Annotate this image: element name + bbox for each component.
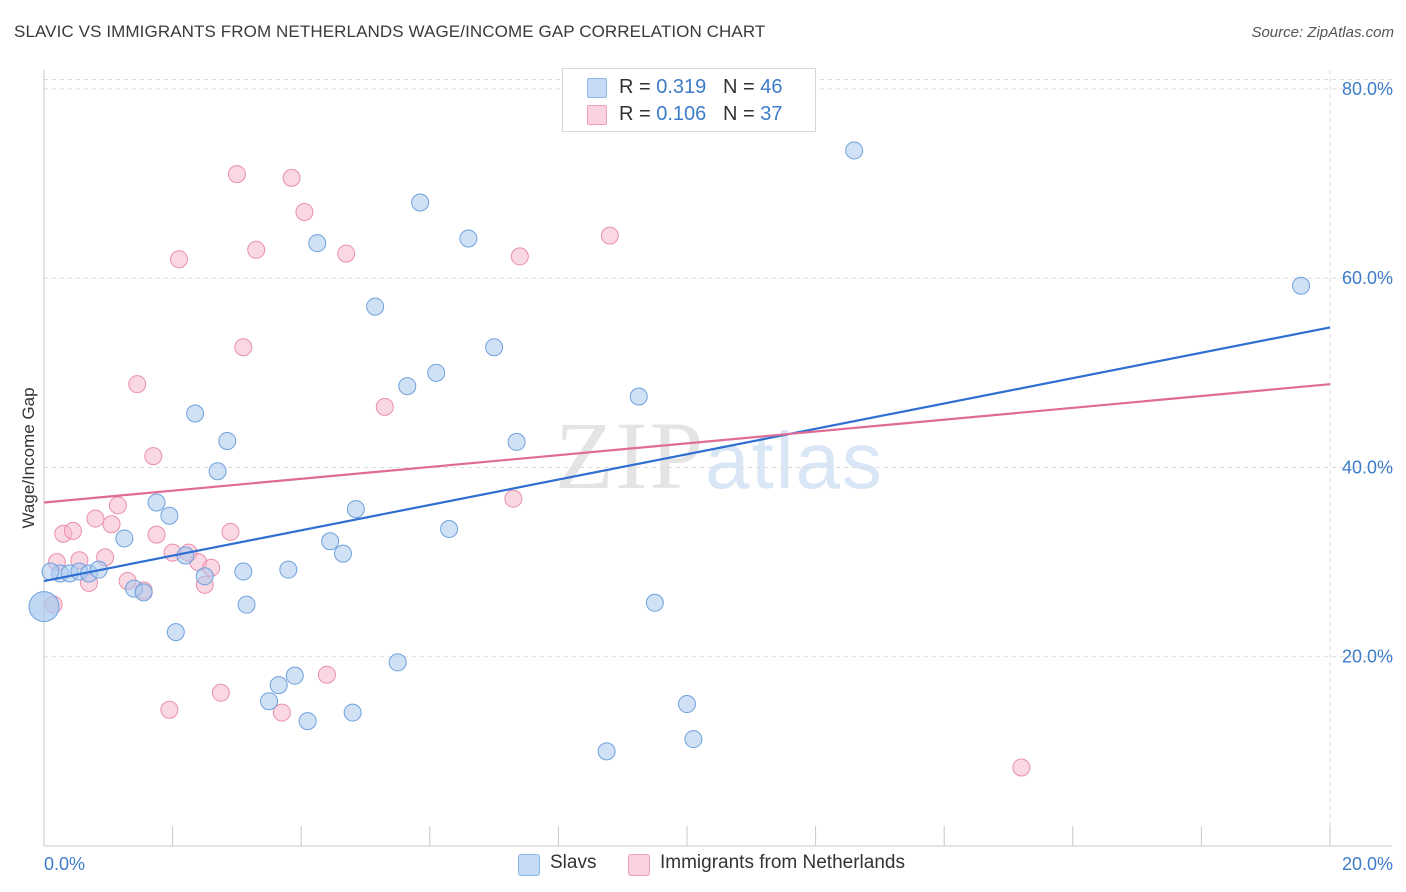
- axis-layer: [43, 70, 1392, 847]
- point-netherlands: [375, 397, 394, 416]
- legend-r-label: R =: [619, 76, 651, 98]
- legend-text-netherlands: R = 0.106 N = 37: [619, 103, 782, 126]
- point-slavs: [234, 562, 253, 581]
- bottom-swatch-slavs: [518, 854, 540, 876]
- chart-title: SLAVIC VS IMMIGRANTS FROM NETHERLANDS WA…: [14, 22, 766, 41]
- point-netherlands: [600, 226, 619, 245]
- point-slavs: [440, 519, 459, 538]
- point-slavs: [321, 532, 340, 551]
- legend-text-slavs: R = 0.319 N = 46: [619, 76, 782, 99]
- legend-n-value: 37: [760, 103, 783, 125]
- bottom-legend-label-slavs: Slavs: [550, 852, 597, 873]
- point-slavs: [507, 432, 526, 451]
- point-slavs: [298, 712, 317, 731]
- point-slavs: [485, 338, 504, 357]
- point-slavs: [115, 529, 134, 548]
- legend-swatch-netherlands: [587, 105, 607, 125]
- point-slavs: [186, 404, 205, 423]
- point-netherlands: [160, 700, 179, 719]
- point-slavs: [308, 234, 327, 253]
- y-tick-label: 20.0%: [1342, 647, 1393, 667]
- point-slavs: [28, 591, 60, 623]
- y-tick-label: 80.0%: [1342, 79, 1393, 99]
- point-slavs: [427, 363, 446, 382]
- point-slavs: [147, 493, 166, 512]
- point-slavs: [645, 593, 664, 612]
- point-slavs: [195, 567, 214, 586]
- point-slavs: [269, 676, 288, 695]
- trend-layer: [43, 326, 1331, 583]
- point-slavs: [411, 193, 430, 212]
- point-netherlands: [211, 683, 230, 702]
- points-layer: [28, 141, 1311, 777]
- point-netherlands: [337, 244, 356, 263]
- point-netherlands: [86, 509, 105, 528]
- point-slavs: [333, 544, 352, 563]
- y-axis-label: Wage/Income Gap: [19, 387, 38, 528]
- point-netherlands: [102, 515, 121, 534]
- point-netherlands: [234, 338, 253, 357]
- point-netherlands: [128, 375, 147, 394]
- point-netherlands: [108, 496, 127, 515]
- x-tick-label: 0.0%: [44, 854, 85, 874]
- y-tick-label: 60.0%: [1342, 268, 1393, 288]
- point-slavs: [597, 742, 616, 761]
- correlation-legend: R = 0.319 N = 46 R = 0.106 N = 37: [562, 68, 816, 132]
- y-tick-label: 40.0%: [1342, 457, 1393, 477]
- source-label: Source: ZipAtlas.com: [1251, 24, 1394, 41]
- point-netherlands: [147, 525, 166, 544]
- legend-r-label: R =: [619, 103, 651, 125]
- point-netherlands: [510, 247, 529, 266]
- trend-line-netherlands: [43, 383, 1331, 504]
- legend-r-value: 0.106: [656, 103, 707, 125]
- point-slavs: [629, 387, 648, 406]
- point-netherlands: [144, 447, 163, 466]
- point-netherlands: [227, 165, 246, 184]
- point-slavs: [285, 666, 304, 685]
- point-netherlands: [504, 489, 523, 508]
- point-netherlands: [63, 521, 82, 540]
- point-netherlands: [282, 168, 301, 187]
- legend-n-label: N =: [722, 76, 755, 98]
- point-slavs: [845, 141, 864, 160]
- point-slavs: [346, 500, 365, 519]
- point-slavs: [166, 623, 185, 642]
- point-slavs: [388, 653, 407, 672]
- point-slavs: [160, 506, 179, 525]
- legend-n-value: 46: [760, 76, 783, 98]
- bottom-swatch-netherlands: [628, 854, 650, 876]
- point-netherlands: [295, 202, 314, 221]
- point-slavs: [684, 730, 703, 749]
- point-slavs: [176, 546, 195, 565]
- point-slavs: [218, 431, 237, 450]
- point-slavs: [260, 692, 279, 711]
- trend-line-slavs: [43, 326, 1331, 583]
- legend-swatch-slavs: [587, 78, 607, 98]
- point-slavs: [398, 377, 417, 396]
- point-slavs: [343, 703, 362, 722]
- legend-r-value: 0.319: [656, 76, 707, 98]
- point-netherlands: [170, 250, 189, 269]
- point-slavs: [678, 695, 696, 714]
- point-netherlands: [1012, 758, 1031, 777]
- watermark-atlas: atlas: [705, 416, 884, 505]
- x-tick-label: 20.0%: [1342, 854, 1393, 874]
- point-netherlands: [221, 522, 240, 541]
- bottom-legend-label-netherlands: Immigrants from Netherlands: [660, 852, 905, 873]
- point-slavs: [459, 229, 478, 248]
- point-netherlands: [317, 665, 336, 684]
- point-slavs: [279, 560, 298, 579]
- point-slavs: [237, 595, 256, 614]
- zipatlas-watermark: ZIPatlas: [555, 400, 884, 511]
- point-slavs: [134, 583, 153, 602]
- grid-layer: [44, 70, 1392, 846]
- label-layer: 20.0% 40.0% 60.0% 80.0% 0.0% 20.0% Wage/Income…: [19, 79, 1393, 874]
- legend-n-label: N =: [722, 103, 755, 125]
- point-slavs: [208, 462, 227, 481]
- point-slavs: [1292, 276, 1311, 295]
- point-netherlands: [247, 240, 266, 259]
- point-netherlands: [272, 703, 291, 722]
- point-slavs: [366, 297, 385, 316]
